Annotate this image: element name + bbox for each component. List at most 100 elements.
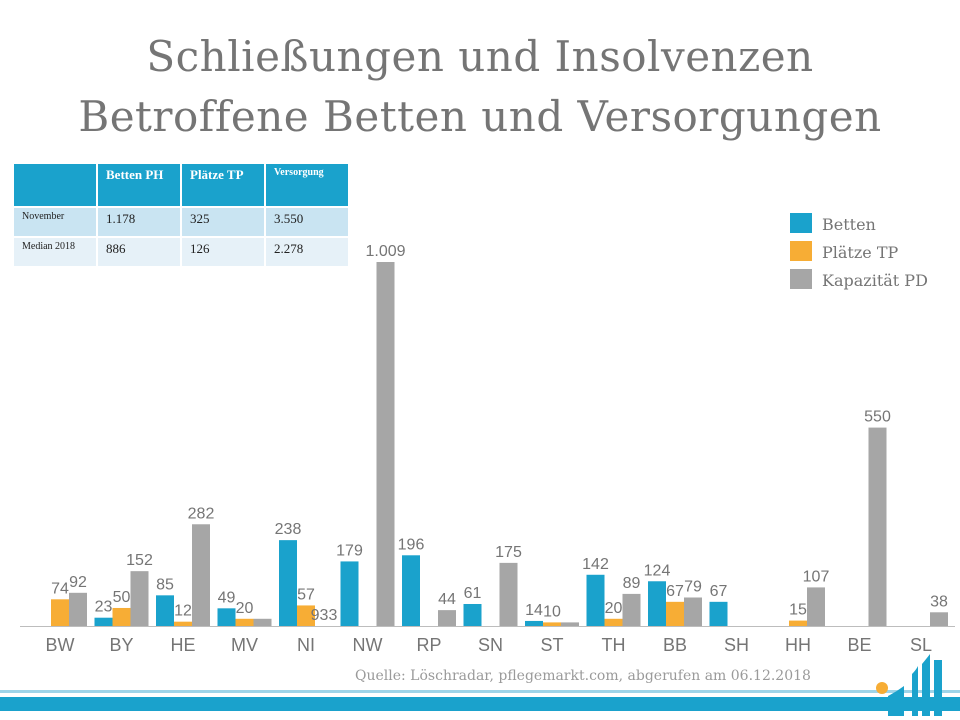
data-label-betten-rp: 196: [398, 536, 425, 553]
x-tick-label-sl: SL: [910, 635, 932, 655]
x-tick-label-hh: HH: [785, 635, 811, 655]
bar-kapazitaet-be: [868, 427, 887, 626]
bar-betten-bb: [648, 581, 666, 626]
data-label-betten-bb: 124: [644, 562, 671, 579]
data-label-plaetze-by: 50: [113, 589, 131, 606]
bar-plaetze-bw: [51, 599, 69, 626]
bar-plaetze-hh: [789, 620, 807, 626]
data-label-betten-ni: 238: [275, 521, 302, 538]
chart-title-line-1: Schließungen und Insolvenzen: [146, 32, 814, 81]
bar-betten-nw: [340, 561, 359, 626]
data-label-kapazitaet-sl: 38: [930, 593, 948, 610]
bar-betten-sh: [709, 601, 728, 626]
legend-swatch-betten: [790, 213, 812, 233]
bar-kapazitaet-bb: [684, 597, 702, 626]
summary-cell: 126: [182, 238, 264, 266]
bar-kapazitaet-nw: [376, 262, 395, 626]
summary-cell: 3.550: [266, 208, 348, 236]
chart-title-line-2: Betroffene Betten und Versorgungen: [78, 92, 882, 141]
data-label-betten-th: 142: [582, 556, 609, 573]
x-tick-label-nw: NW: [353, 635, 383, 655]
pflegemarkt-logo-icon: [876, 654, 942, 716]
x-tick-label-ni: NI: [297, 635, 315, 655]
data-label-plaetze-th: 20: [605, 600, 623, 617]
bar-kapazitaet-sn: [499, 562, 518, 626]
summary-header-empty: [14, 164, 96, 206]
bar-betten-sn: [463, 603, 482, 626]
data-label-plaetze-mv: 20: [236, 600, 254, 617]
bar-plaetze-he: [174, 621, 192, 626]
bar-kapazitaet-th: [622, 593, 641, 626]
bar-betten-th: [586, 574, 605, 626]
data-label-kapazitaet-sn: 175: [495, 544, 522, 561]
x-tick-label-st: ST: [540, 635, 563, 655]
data-label-kapazitaet-bb: 79: [684, 579, 702, 596]
summary-row-label: November: [14, 208, 96, 236]
data-label-kapazitaet-bw: 92: [69, 574, 87, 591]
summary-header-plaetze: Plätze TP: [182, 164, 264, 206]
bar-kapazitaet-rp: [438, 610, 456, 626]
data-label-kapazitaet-rp: 44: [438, 591, 456, 608]
x-tick-label-sh: SH: [724, 635, 749, 655]
legend-swatch-kapazitaet: [790, 269, 812, 289]
bar-plaetze-ni: [297, 605, 315, 626]
summary-cell: 886: [98, 238, 180, 266]
data-label-plaetze-hh: 15: [789, 602, 807, 619]
bar-kapazitaet-sl: [930, 612, 948, 626]
data-label-kapazitaet-be: 550: [864, 409, 891, 426]
bar-betten-he: [156, 595, 174, 626]
summary-cell: 1.178: [98, 208, 180, 236]
bar-betten-mv: [217, 608, 236, 626]
summary-table-header: Betten PH Plätze TP Versorgung: [14, 164, 348, 206]
bar-betten-rp: [402, 555, 420, 626]
x-tick-label-mv: MV: [231, 635, 258, 655]
bar-kapazitaet-mv: [253, 618, 272, 626]
summary-table: Betten PH Plätze TP Versorgung November …: [12, 162, 350, 268]
summary-row: Median 2018 886 126 2.278: [14, 238, 348, 266]
footer-thin-line: [0, 690, 960, 693]
x-tick-label-bb: BB: [663, 635, 687, 655]
data-label-betten-sn: 61: [464, 585, 482, 602]
x-tick-label-sn: SN: [478, 635, 503, 655]
data-label-kapazitaet-he: 282: [188, 505, 215, 522]
bar-kapazitaet-st: [561, 622, 579, 626]
summary-header-betten: Betten PH: [98, 164, 180, 206]
bar-plaetze-st: [543, 622, 561, 626]
x-tick-label-be: BE: [847, 635, 871, 655]
x-tick-label-th: TH: [602, 635, 626, 655]
legend-label-kapazitaet: Kapazität PD: [822, 271, 928, 290]
bar-plaetze-mv: [235, 618, 254, 626]
bar-kapazitaet-he: [192, 524, 210, 626]
data-label-kapazitaet-by: 152: [126, 552, 153, 569]
bar-plaetze-by: [112, 607, 131, 626]
data-label-betten-sh: 67: [710, 583, 728, 600]
data-label-plaetze-st: 10: [543, 603, 561, 620]
data-label-betten-by: 23: [95, 599, 113, 616]
summary-row: November 1.178 325 3.550: [14, 208, 348, 236]
data-label-plaetze-bw: 74: [51, 580, 69, 597]
bar-kapazitaet-by: [130, 571, 149, 626]
legend-swatch-plaetze: [790, 241, 812, 261]
bar-betten-st: [525, 620, 543, 626]
footer-band: [0, 697, 960, 711]
summary-cell: 325: [182, 208, 264, 236]
bar-betten-ni: [279, 540, 297, 626]
bar-plaetze-th: [604, 618, 623, 626]
data-label-plaetze-he: 12: [174, 603, 192, 620]
data-label-betten-st: 14: [525, 602, 543, 619]
x-tick-label-rp: RP: [416, 635, 441, 655]
bar-kapazitaet-hh: [807, 587, 825, 626]
data-label-plaetze-bb: 67: [666, 583, 684, 600]
summary-row-label: Median 2018: [14, 238, 96, 266]
x-tick-label-by: BY: [109, 635, 133, 655]
summary-cell: 2.278: [266, 238, 348, 266]
x-tick-label-he: HE: [170, 635, 195, 655]
bar-plaetze-bb: [666, 601, 684, 626]
data-label-betten-nw: 179: [336, 542, 363, 559]
source-note: Quelle: Löschradar, pflegemarkt.com, abg…: [355, 668, 811, 684]
legend-label-plaetze: Plätze TP: [822, 243, 899, 262]
data-label-plaetze-ni: 57: [297, 586, 315, 603]
data-label-kapazitaet-ni: 933: [311, 607, 338, 624]
summary-header-versorgung: Versorgung: [266, 164, 348, 206]
